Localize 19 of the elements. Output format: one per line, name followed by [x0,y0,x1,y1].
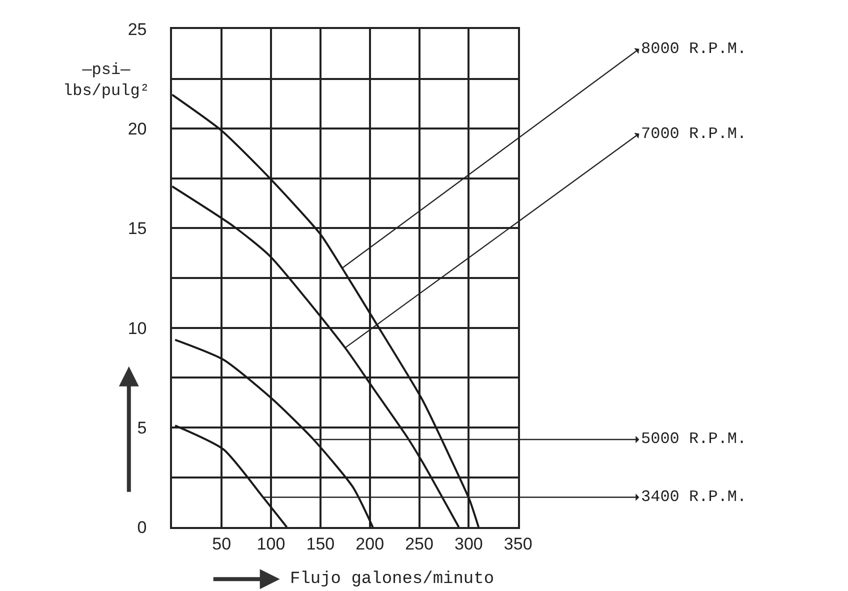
x-tick-label: 200 [356,534,384,554]
x-axis-title: Flujo galones/minuto [290,570,494,589]
x-tick-label: 100 [256,534,286,554]
y-tick-label: 20 [128,120,147,139]
y-tick-label: 25 [128,20,147,39]
annotation: 3400 R.P.M. [641,488,747,506]
x-tick-label: 350 [504,534,532,554]
annotation: 8000 R.P.M. [641,40,747,58]
annotation: 5000 R.P.M. [641,430,747,448]
annotation: 7000 R.P.M. [641,125,747,143]
x-tick-label: 150 [306,534,335,554]
y-tick-label: 0 [137,518,147,538]
y-tick-label: 15 [128,219,147,238]
x-tick-label: 50 [212,534,232,554]
y-tick-label: 5 [137,418,147,438]
y-axis-title: —psi— lbs/pulg² [63,61,150,100]
x-tick-label: 300 [454,534,483,554]
x-tick-label: 250 [405,534,434,554]
y-tick-label: 10 [128,318,147,338]
